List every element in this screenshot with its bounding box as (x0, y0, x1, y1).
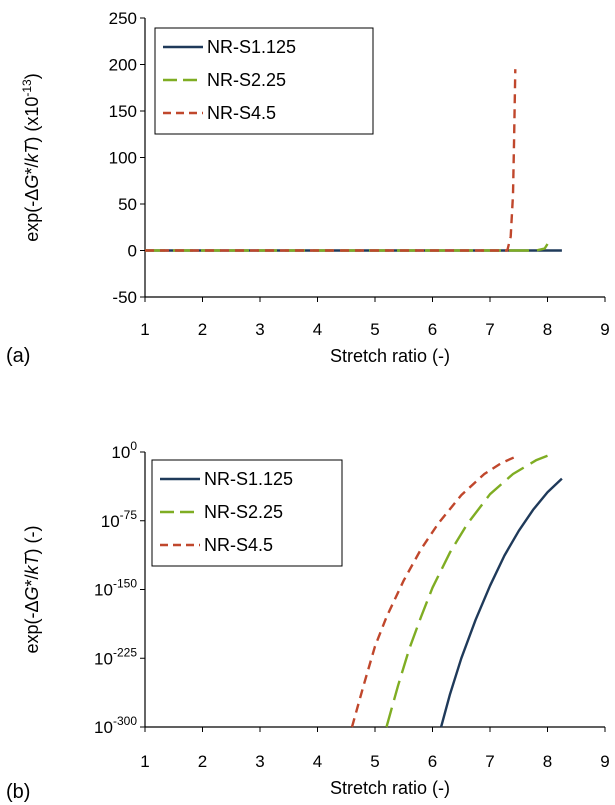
y-tick-label: 10-150 (94, 577, 137, 600)
x-tick-label: 9 (600, 320, 609, 339)
y-label-unit-close: ) (22, 73, 42, 79)
y-label-kt: kT (22, 552, 42, 574)
legend-label: NR-S2.25 (207, 70, 286, 90)
x-tick-label: 4 (313, 320, 322, 339)
y-label-star: */ (22, 163, 42, 175)
series-line-NR-S2.25 (385, 454, 548, 728)
y-label-unit-exponent: -13 (20, 79, 34, 97)
series-line-NR-S4.5 (145, 69, 517, 252)
y-tick-exponent: -75 (120, 508, 138, 522)
y-label-close: ) (22, 132, 42, 143)
x-tick-label: 7 (485, 752, 494, 771)
x-tick-label: 4 (313, 752, 322, 771)
y-tick-base: 10 (94, 718, 113, 737)
y-axis-label: exp(-ΔG*/kT) (x10-13) (20, 73, 42, 241)
x-tick-label: 3 (255, 752, 264, 771)
x-tick-label: 5 (370, 320, 379, 339)
y-tick-base: 10 (111, 443, 130, 462)
y-tick-exponent: -225 (113, 645, 137, 659)
legend-label: NR-S4.5 (207, 103, 276, 123)
series-line-NR-S4.5 (350, 455, 517, 728)
legend-label: NR-S1.125 (207, 37, 296, 57)
x-tick-label: 6 (428, 752, 437, 771)
x-tick-label: 8 (543, 320, 552, 339)
legend: NR-S1.125 NR-S2.25 NR-S4.5 (154, 27, 374, 135)
panel-label: (a) (6, 345, 30, 367)
y-tick-label: -50 (112, 288, 137, 307)
legend-label: NR-S1.125 (204, 469, 293, 489)
y-tick-label: 100 (109, 149, 137, 168)
y-label-prefix: exp(-Δ (22, 189, 42, 242)
x-tick-label: 5 (370, 752, 379, 771)
y-tick-label: 10-300 (94, 714, 137, 737)
y-tick-base: 10 (101, 512, 120, 531)
y-tick-exponent: 0 (130, 439, 137, 453)
chart-panel-b: 1 2 3 4 5 6 7 8 910010-7510-15010-22510-300Stret… (6, 439, 610, 803)
y-tick-label: 250 (109, 9, 137, 28)
x-tick-label: 1 (140, 752, 149, 771)
y-label-g: G (22, 175, 42, 189)
legend-label: NR-S2.25 (204, 502, 283, 522)
y-label-close: ) (22, 543, 42, 554)
legend: NR-S1.125 NR-S2.25 NR-S4.5 (151, 459, 343, 567)
y-tick-base: 10 (94, 649, 113, 668)
y-axis-label: exp(-ΔG*/kT) (-) (22, 525, 42, 653)
x-tick-label: 1 (140, 320, 149, 339)
y-tick-label: 10-225 (94, 645, 137, 668)
y-label-kt: kT (22, 141, 42, 163)
y-tick-exponent: -300 (113, 714, 137, 728)
y-label-unit: (-) (22, 525, 42, 543)
x-tick-label: 7 (485, 320, 494, 339)
chart-panel-a: 1 2 3 4 5 6 7 8 9 -50 0 50 100 150 200 250 Stretch ratio… (6, 9, 610, 367)
x-tick-label: 3 (255, 320, 264, 339)
y-label-prefix: exp(-Δ (22, 600, 42, 653)
y-tick-label: 100 (111, 439, 137, 462)
y-tick-base: 10 (94, 581, 113, 600)
x-tick-label: 6 (428, 320, 437, 339)
y-tick-exponent: -150 (113, 577, 137, 591)
legend-label: NR-S4.5 (204, 535, 273, 555)
panel-label: (b) (6, 781, 30, 803)
y-label-unit: (x10 (22, 97, 42, 132)
y-tick-label: 0 (128, 242, 137, 261)
x-axis-label: Stretch ratio (-) (330, 778, 450, 798)
y-tick-label: 150 (109, 102, 137, 121)
x-tick-label: 9 (600, 752, 609, 771)
y-tick-label: 10-75 (101, 508, 138, 531)
y-tick-label: 50 (118, 195, 137, 214)
x-tick-label: 2 (198, 320, 207, 339)
x-tick-label: 8 (543, 752, 552, 771)
x-tick-label: 2 (198, 752, 207, 771)
series-line-NR-S1.125 (439, 477, 563, 728)
y-tick-label: 200 (109, 56, 137, 75)
x-axis-label: Stretch ratio (-) (330, 346, 450, 366)
y-label-star: */ (22, 574, 42, 586)
y-label-g: G (22, 586, 42, 600)
